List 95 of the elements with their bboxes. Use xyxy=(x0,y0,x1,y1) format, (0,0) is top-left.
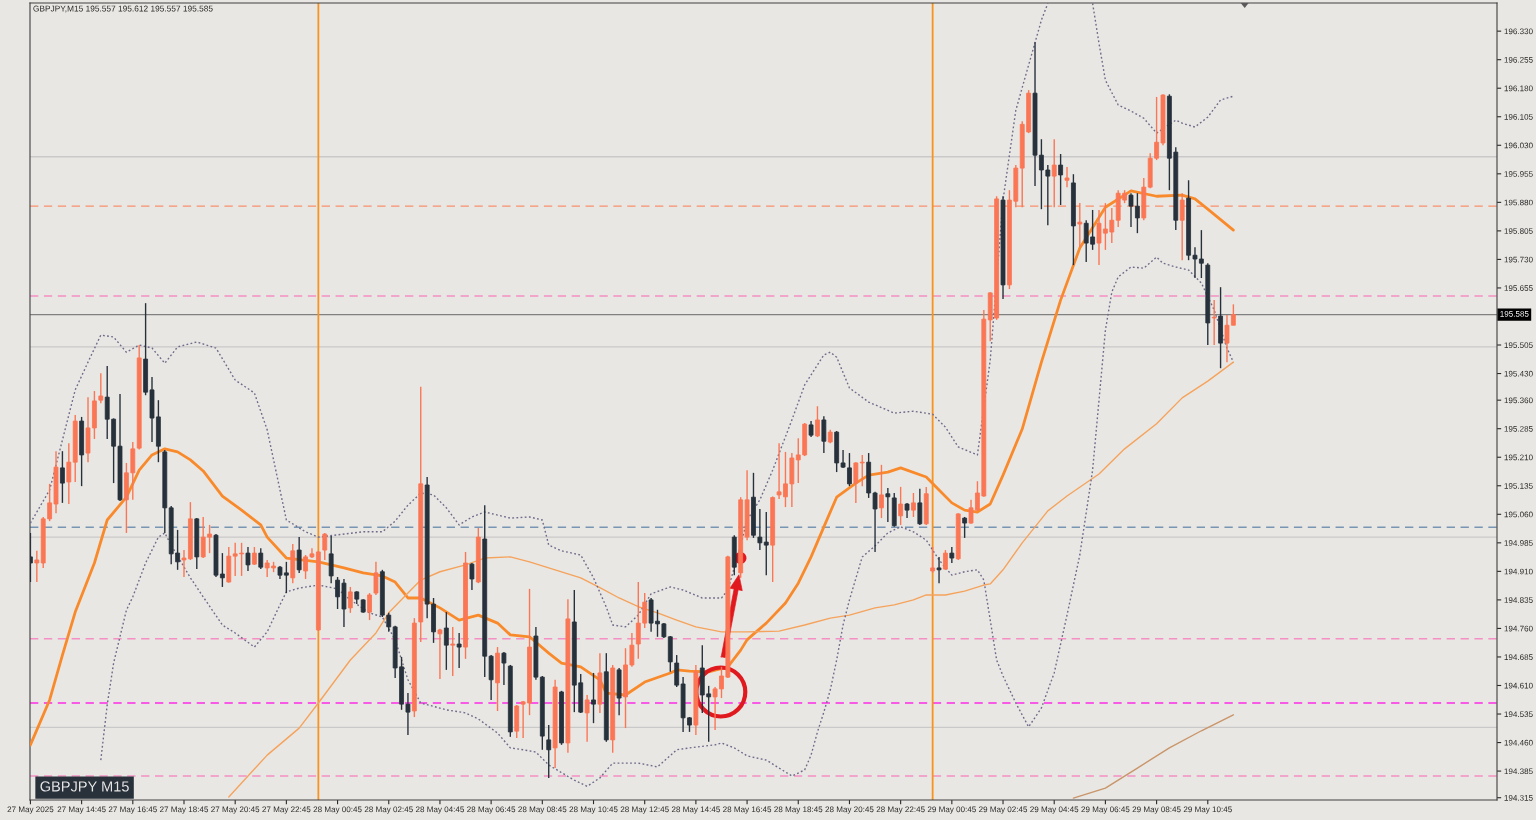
x-tick-label: 29 May 02:45 xyxy=(979,806,1028,814)
candlestick xyxy=(66,442,72,505)
candlestick xyxy=(328,535,334,584)
y-tick-label: 195.430 xyxy=(1504,370,1533,377)
candlestick xyxy=(584,694,590,743)
annotation: GBPJPY M15 xyxy=(40,781,129,792)
y-tick-label: 196.330 xyxy=(1504,28,1533,35)
candlestick xyxy=(456,632,462,669)
candlestick xyxy=(917,488,923,526)
y-tick-label: 196.255 xyxy=(1504,56,1533,63)
x-tick-label: 27 May 2025 xyxy=(7,806,54,814)
y-tick-label: 196.105 xyxy=(1504,114,1533,120)
x-tick-label: 27 May 20:45 xyxy=(211,806,260,814)
y-tick-label: 195.210 xyxy=(1504,454,1533,461)
y-tick-label: 194.760 xyxy=(1504,625,1533,632)
x-tick-label: 28 May 18:45 xyxy=(774,806,823,814)
candlestick xyxy=(437,628,443,680)
line-series xyxy=(1072,714,1235,799)
y-tick-label: 194.985 xyxy=(1504,540,1533,546)
x-tick-label: 28 May 00:45 xyxy=(313,806,362,814)
candlestick xyxy=(1179,192,1185,261)
y-tick-label: 195.360 xyxy=(1504,397,1533,404)
y-tick-label: 195.060 xyxy=(1504,511,1533,518)
x-tick-label: 28 May 10:45 xyxy=(569,806,618,814)
candlestick xyxy=(936,556,942,584)
x-tick-label: 28 May 06:45 xyxy=(467,806,516,814)
line-series xyxy=(228,361,1235,798)
candlestick xyxy=(347,586,353,614)
y-tick-label: 195.805 xyxy=(1504,228,1533,234)
line-series xyxy=(30,189,1235,747)
y-tick-label: 194.910 xyxy=(1504,568,1533,575)
candlestick xyxy=(501,651,507,686)
y-tick-label: 196.030 xyxy=(1504,142,1533,149)
y-tick-label: 195.505 xyxy=(1504,342,1533,348)
y-tick-label: 194.460 xyxy=(1504,739,1533,746)
y-tick-label: 194.535 xyxy=(1504,711,1533,718)
x-tick-label: 27 May 14:45 xyxy=(57,806,106,814)
x-tick-label: 28 May 04:45 xyxy=(415,806,465,814)
candlestick xyxy=(367,592,372,621)
candlestick xyxy=(1211,299,1217,346)
y-tick-label: 195.880 xyxy=(1504,199,1533,206)
x-tick-label: 28 May 16:45 xyxy=(723,806,772,814)
candlestick xyxy=(1064,166,1070,188)
candlestick xyxy=(546,724,552,779)
candlestick xyxy=(258,547,264,570)
x-tick-label: 29 May 08:45 xyxy=(1132,806,1181,814)
candlestick xyxy=(1058,153,1064,206)
candlestick xyxy=(1051,138,1057,208)
x-tick-label: 28 May 02:45 xyxy=(364,806,413,814)
candlestick xyxy=(591,672,596,724)
candlestick xyxy=(296,536,302,574)
candlestick xyxy=(943,549,948,571)
candlestick xyxy=(322,532,328,561)
y-tick-label: 195.135 xyxy=(1504,483,1533,489)
y-tick-label: 195.285 xyxy=(1504,425,1533,432)
x-tick-label: 29 May 10:45 xyxy=(1183,806,1232,814)
candlestick xyxy=(815,405,820,438)
x-tick-label: 29 May 00:45 xyxy=(927,806,976,814)
x-tick-label: 27 May 18:45 xyxy=(160,806,209,814)
candlestick xyxy=(450,626,456,677)
x-tick-label: 28 May 12:45 xyxy=(620,806,669,814)
chart-title: GBPJPY,M15 195.557 195.612 195.557 195.585 xyxy=(33,5,213,13)
candlestick xyxy=(245,546,251,572)
y-tick-label: 194.610 xyxy=(1504,682,1533,689)
y-tick-label: 194.835 xyxy=(1504,597,1533,603)
candlestick xyxy=(885,487,891,523)
candlestick xyxy=(373,561,379,596)
candlestick xyxy=(60,450,65,504)
candlestick xyxy=(930,546,936,574)
x-tick-label: 29 May 04:45 xyxy=(1030,806,1079,814)
candlestick xyxy=(821,415,827,454)
candlestick xyxy=(443,611,449,671)
x-tick-label: 27 May 22:45 xyxy=(262,806,311,814)
y-tick-label: 195.655 xyxy=(1504,285,1533,291)
x-tick-label: 28 May 08:45 xyxy=(518,806,567,814)
candlestick xyxy=(1077,202,1083,248)
candlestick xyxy=(853,461,859,504)
candlestick xyxy=(469,562,475,591)
y-tick-label: 194.685 xyxy=(1504,654,1533,660)
candlestick xyxy=(34,550,40,583)
x-tick-label: 28 May 14:45 xyxy=(671,806,720,814)
candlestick xyxy=(879,464,884,519)
x-tick-label: 28 May 20:45 xyxy=(825,806,874,814)
x-tick-label: 28 May 22:45 xyxy=(876,806,925,814)
y-tick-label: 196.180 xyxy=(1504,85,1533,92)
candlestick xyxy=(859,454,865,487)
x-tick-label: 27 May 16:45 xyxy=(108,806,157,814)
y-tick-label: 195.730 xyxy=(1504,256,1533,263)
candlestick xyxy=(911,492,916,518)
y-tick-label: 194.315 xyxy=(1504,795,1533,801)
y-tick-label: 194.385 xyxy=(1504,768,1533,775)
candlestick xyxy=(898,486,904,526)
x-tick-label: 29 May 06:45 xyxy=(1081,806,1130,814)
ref-line-label: 195.585 xyxy=(1500,311,1529,317)
y-tick-label: 195.955 xyxy=(1504,171,1533,177)
